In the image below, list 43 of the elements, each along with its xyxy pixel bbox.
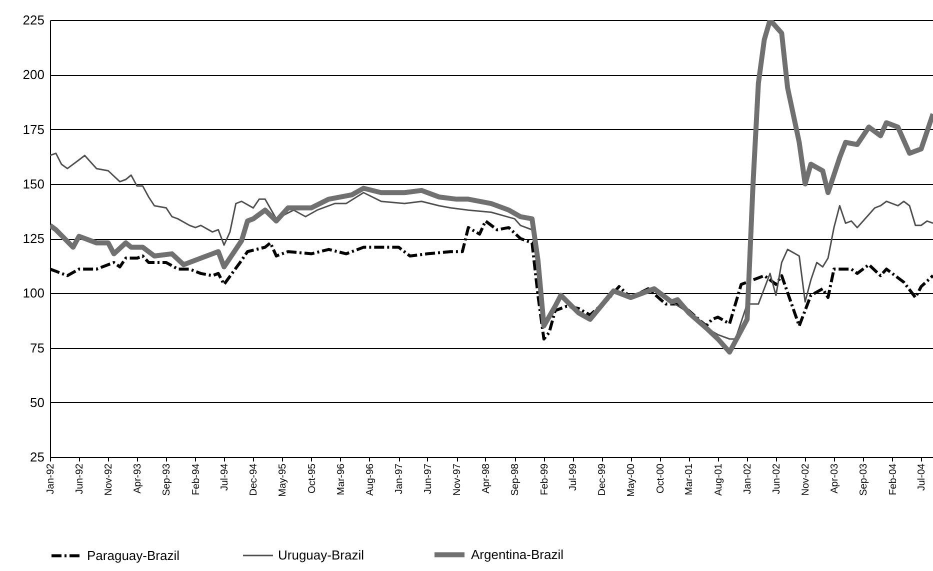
x-tick-label: Sep-93 [162,463,173,496]
y-tick-label: 200 [22,67,44,82]
legend-label: Argentina-Brazil [471,546,564,562]
x-tick-label: Feb-99 [539,463,550,496]
x-tick-label: Oct-95 [306,463,318,494]
x-tick-label: Nov-02 [800,463,812,496]
x-tick-label: Jun-02 [771,463,782,494]
x-tick-label: Oct-00 [655,463,666,494]
x-tick-label: May-00 [626,463,638,497]
x-tick-label: Aug-01 [713,463,724,496]
y-tick-label: 125 [22,231,44,246]
x-tick-label: Jul-04 [916,463,928,491]
x-tick-label: Mar-01 [684,463,696,496]
y-tick-label: 150 [22,176,44,192]
y-tick-label: 225 [22,12,44,28]
x-tick-label: Jun-92 [74,463,86,494]
x-tick-label: Jul-99 [568,463,580,491]
x-tick-label: Feb-94 [190,463,202,496]
x-tick-label: Nov-97 [452,463,464,496]
y-tick-label: 25 [30,450,44,464]
x-tick-label: Apr-93 [132,463,144,494]
x-tick-label: Dec-99 [597,463,608,496]
legend-label: Paraguay-Brazil [87,548,180,563]
x-tick-label: May-95 [278,463,289,497]
x-tick-label: Mar-96 [336,463,347,496]
y-tick-label: 50 [30,394,44,410]
x-tick-label: Jan-92 [46,463,56,494]
x-tick-label: Jul-94 [220,463,231,491]
x-tick-label: Nov-92 [104,463,115,496]
x-tick-label: Apr-03 [829,463,840,494]
y-tick-label: 75 [30,340,44,356]
x-tick-label: Sep-03 [858,463,870,496]
x-tick-label: Sep-98 [510,463,522,496]
x-tick-label: Feb-04 [888,463,899,496]
x-tick-label: Dec-94 [248,463,260,496]
y-tick-label: 100 [22,286,44,301]
legend-label: Uruguay-Brazil [278,548,364,562]
x-tick-label: Jan-02 [742,463,754,494]
x-tick-label: Jan-97 [394,463,406,494]
x-tick-label: Jun-97 [422,463,434,494]
y-tick-label: 175 [22,122,44,137]
x-tick-label: Apr-98 [480,463,492,494]
x-tick-label: Aug-96 [364,463,376,496]
